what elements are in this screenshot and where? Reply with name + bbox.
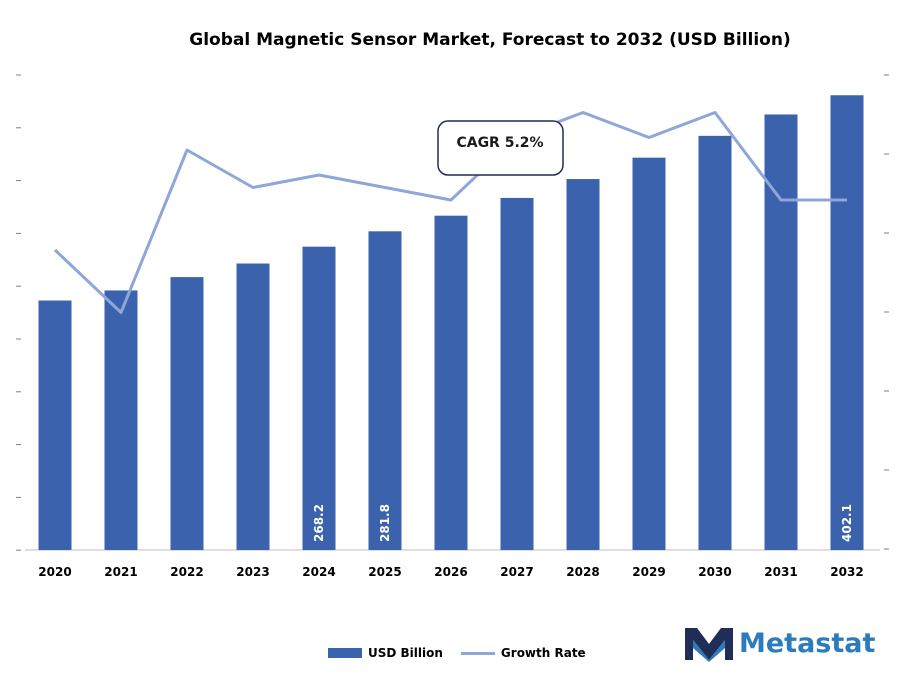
- cagr-callout: CAGR 5.2%: [437, 120, 564, 176]
- x-tick-label: 2025: [368, 565, 401, 579]
- metastat-logo-text: Metastat: [739, 627, 876, 659]
- left-axis-ticks: [16, 74, 21, 551]
- chart-title: Global Magnetic Sensor Market, Forecast …: [189, 30, 791, 50]
- legend-line-label: Growth Rate: [500, 646, 586, 660]
- legend-bar-swatch: [328, 648, 362, 658]
- x-tick-label: 2032: [830, 565, 863, 579]
- x-tick-label: 2029: [632, 565, 665, 579]
- bar-2032: [830, 95, 864, 550]
- legend-line-swatch: [460, 651, 495, 655]
- legend: USD Billion Growth Rate: [328, 646, 586, 660]
- data-label-2024: 268.2: [312, 504, 326, 542]
- data-label-2032: 402.1: [840, 504, 854, 542]
- cagr-box: [437, 120, 564, 176]
- bar-2026: [434, 215, 468, 550]
- bar-2020: [38, 300, 72, 550]
- bar-2029: [632, 157, 666, 551]
- metastat-logo: Metastat: [683, 624, 875, 662]
- legend-bar-label: USD Billion: [368, 646, 443, 660]
- bar-2025: [368, 231, 402, 551]
- chart-area: 268.2 281.8 402.1 2020 2021 2022 2023 2024 2025…: [16, 74, 889, 579]
- bar-2022: [170, 277, 204, 550]
- data-label-2025: 281.8: [378, 504, 392, 542]
- x-tick-label: 2023: [236, 565, 269, 579]
- bar-2021: [104, 290, 138, 550]
- metastat-logo-icon: [685, 628, 733, 662]
- x-tick-label: 2022: [170, 565, 203, 579]
- x-tick-label: 2021: [104, 565, 137, 579]
- bar-2027: [500, 197, 534, 551]
- bar-2024: [302, 246, 336, 550]
- x-tick-label: 2028: [566, 565, 599, 579]
- cagr-label: CAGR 5.2%: [456, 135, 543, 151]
- x-tick-label: 2027: [500, 565, 533, 579]
- right-axis-ticks: [884, 74, 889, 550]
- x-tick-label: 2020: [38, 565, 71, 579]
- bar-2028: [566, 179, 600, 551]
- x-tick-label: 2024: [302, 565, 335, 579]
- x-tick-label: 2030: [698, 565, 731, 579]
- growth-rate-line: [53, 111, 847, 314]
- x-tick-label: 2031: [764, 565, 797, 579]
- bar-2031: [764, 114, 798, 550]
- bar-2030: [698, 135, 732, 550]
- x-tick-label: 2026: [434, 565, 467, 579]
- bar-2023: [236, 263, 270, 550]
